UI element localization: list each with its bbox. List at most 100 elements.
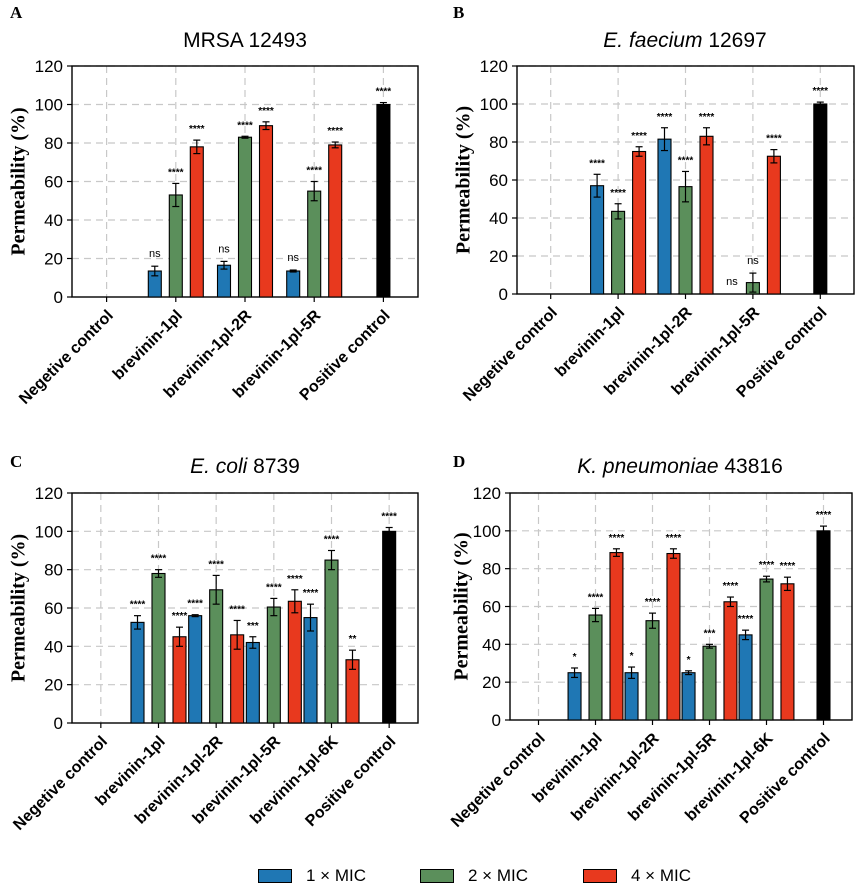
panel-a: 0 20 40 60 80 100 120 Permeability (%) MRSA 1249…: [8, 3, 419, 408]
bar: [681, 672, 696, 721]
significance-label: ****: [609, 533, 625, 544]
panel-letter: B: [453, 3, 464, 22]
bar: [216, 264, 232, 298]
bar: [699, 135, 714, 295]
y-axis-label: Permeability (%): [453, 106, 475, 254]
y-tick-label: 120: [35, 57, 63, 76]
bar: [209, 589, 224, 724]
significance-label: ****: [376, 87, 392, 98]
significance-label: ****: [327, 126, 343, 137]
significance-label: ****: [723, 581, 739, 592]
x-category-label: brevinin-1pl: [552, 304, 628, 380]
bar: [816, 530, 831, 721]
bar: [624, 672, 639, 721]
bar: [645, 620, 660, 721]
panel-d: 0 20 40 60 80 100 120 Permeability (%) K. pneumo…: [448, 452, 853, 831]
significance-label: ****: [324, 535, 340, 546]
bar: [738, 634, 753, 721]
chart-title: K. pneumoniae 43816: [577, 455, 783, 478]
significance-label: *: [573, 652, 577, 663]
significance-label: ****: [666, 533, 682, 544]
significance-label: ****: [813, 86, 829, 97]
x-category-label: brevinin-1pl: [110, 307, 186, 383]
y-axis-label: Permeability (%): [8, 534, 30, 682]
y-tick-label: 100: [35, 522, 63, 541]
legend-item-4x-mic: 4 × MIC: [583, 866, 691, 886]
y-tick-label: 0: [54, 288, 63, 307]
legend-item-2x-mic: 2 × MIC: [420, 866, 528, 886]
panel-letter: A: [10, 3, 23, 22]
bar: [382, 530, 397, 724]
significance-label: ****: [258, 106, 274, 117]
legend-swatch-1x-mic: [258, 869, 292, 883]
legend: 1 × MIC 2 × MIC 4 × MIC: [0, 866, 865, 886]
y-tick-label: 120: [480, 57, 508, 76]
bar: [723, 601, 738, 721]
x-category-label: Negetive control: [16, 307, 117, 408]
legend-label-2x-mic: 2 × MIC: [468, 866, 528, 885]
y-tick-label: 20: [44, 676, 63, 695]
x-category-label: Negetive control: [460, 304, 561, 405]
panel-b: 0 20 40 60 80 100 120 Permeability (%) E. faeciu…: [453, 3, 855, 405]
bar: [588, 614, 603, 721]
significance-label: ****: [738, 614, 754, 625]
significance-label: ****: [229, 604, 245, 615]
y-tick-label: 80: [44, 134, 63, 153]
significance-label: *: [630, 651, 634, 662]
bar: [678, 186, 693, 295]
y-axis-label: Permeability (%): [8, 107, 30, 255]
significance-label: ns: [747, 255, 759, 267]
bar: [151, 572, 166, 724]
y-tick-label: 0: [492, 711, 501, 730]
y-tick-label: 120: [35, 484, 63, 503]
y-tick-label: 40: [44, 211, 63, 230]
y-tick-label: 20: [44, 250, 63, 269]
y-axis-label: Permeability (%): [451, 532, 473, 680]
chart-title: MRSA 12493: [183, 29, 307, 52]
y-tick-label: 100: [480, 95, 508, 114]
y-tick-label: 60: [44, 173, 63, 192]
panel-c: 0 20 40 60 80 100 120 Permeability (%) E. coli 8…: [8, 452, 419, 834]
significance-label: ****: [766, 134, 782, 145]
y-tick-label: 60: [489, 171, 508, 190]
bar: [813, 103, 828, 295]
bar: [666, 552, 681, 721]
significance-label: ****: [699, 112, 715, 123]
significance-label: ****: [381, 512, 397, 523]
y-tick-label: 40: [489, 209, 508, 228]
panel-letter: D: [453, 452, 465, 471]
y-tick-label: 100: [35, 96, 63, 115]
y-tick-label: 80: [489, 133, 508, 152]
significance-label: ****: [287, 574, 303, 585]
significance-label: ****: [610, 188, 626, 199]
significance-label: ****: [208, 559, 224, 570]
figure: 0 20 40 60 80 100 120 Permeability (%) MRSA 1249…: [8, 3, 855, 834]
significance-label: ****: [816, 510, 832, 521]
significance-label: ****: [130, 600, 146, 611]
bar: [609, 552, 624, 721]
legend-label-4x-mic: 4 × MIC: [631, 866, 691, 885]
significance-label: ****: [589, 158, 605, 169]
bar: [168, 194, 183, 298]
bar: [766, 155, 781, 295]
bar: [172, 636, 187, 724]
significance-label: ***: [704, 628, 716, 639]
bar: [324, 559, 339, 724]
bar: [188, 615, 203, 724]
bar: [237, 136, 253, 298]
x-category-label: Negetive control: [10, 733, 111, 834]
chart-title-species: E. faecium: [603, 29, 702, 52]
significance-label: ****: [168, 167, 184, 178]
chart-title-strain: 8739: [247, 455, 300, 478]
significance-label: ns: [726, 276, 738, 288]
significance-label: ****: [588, 592, 604, 603]
y-tick-label: 40: [482, 635, 501, 654]
bar: [376, 103, 391, 298]
x-category-label: Negetive control: [448, 730, 549, 831]
chart-title: E. coli 8739: [190, 455, 300, 478]
bar: [307, 190, 322, 298]
chart-title-strain: 43816: [719, 455, 783, 478]
bar: [245, 641, 260, 724]
significance-label: ****: [306, 166, 322, 177]
significance-label: *: [687, 655, 691, 666]
